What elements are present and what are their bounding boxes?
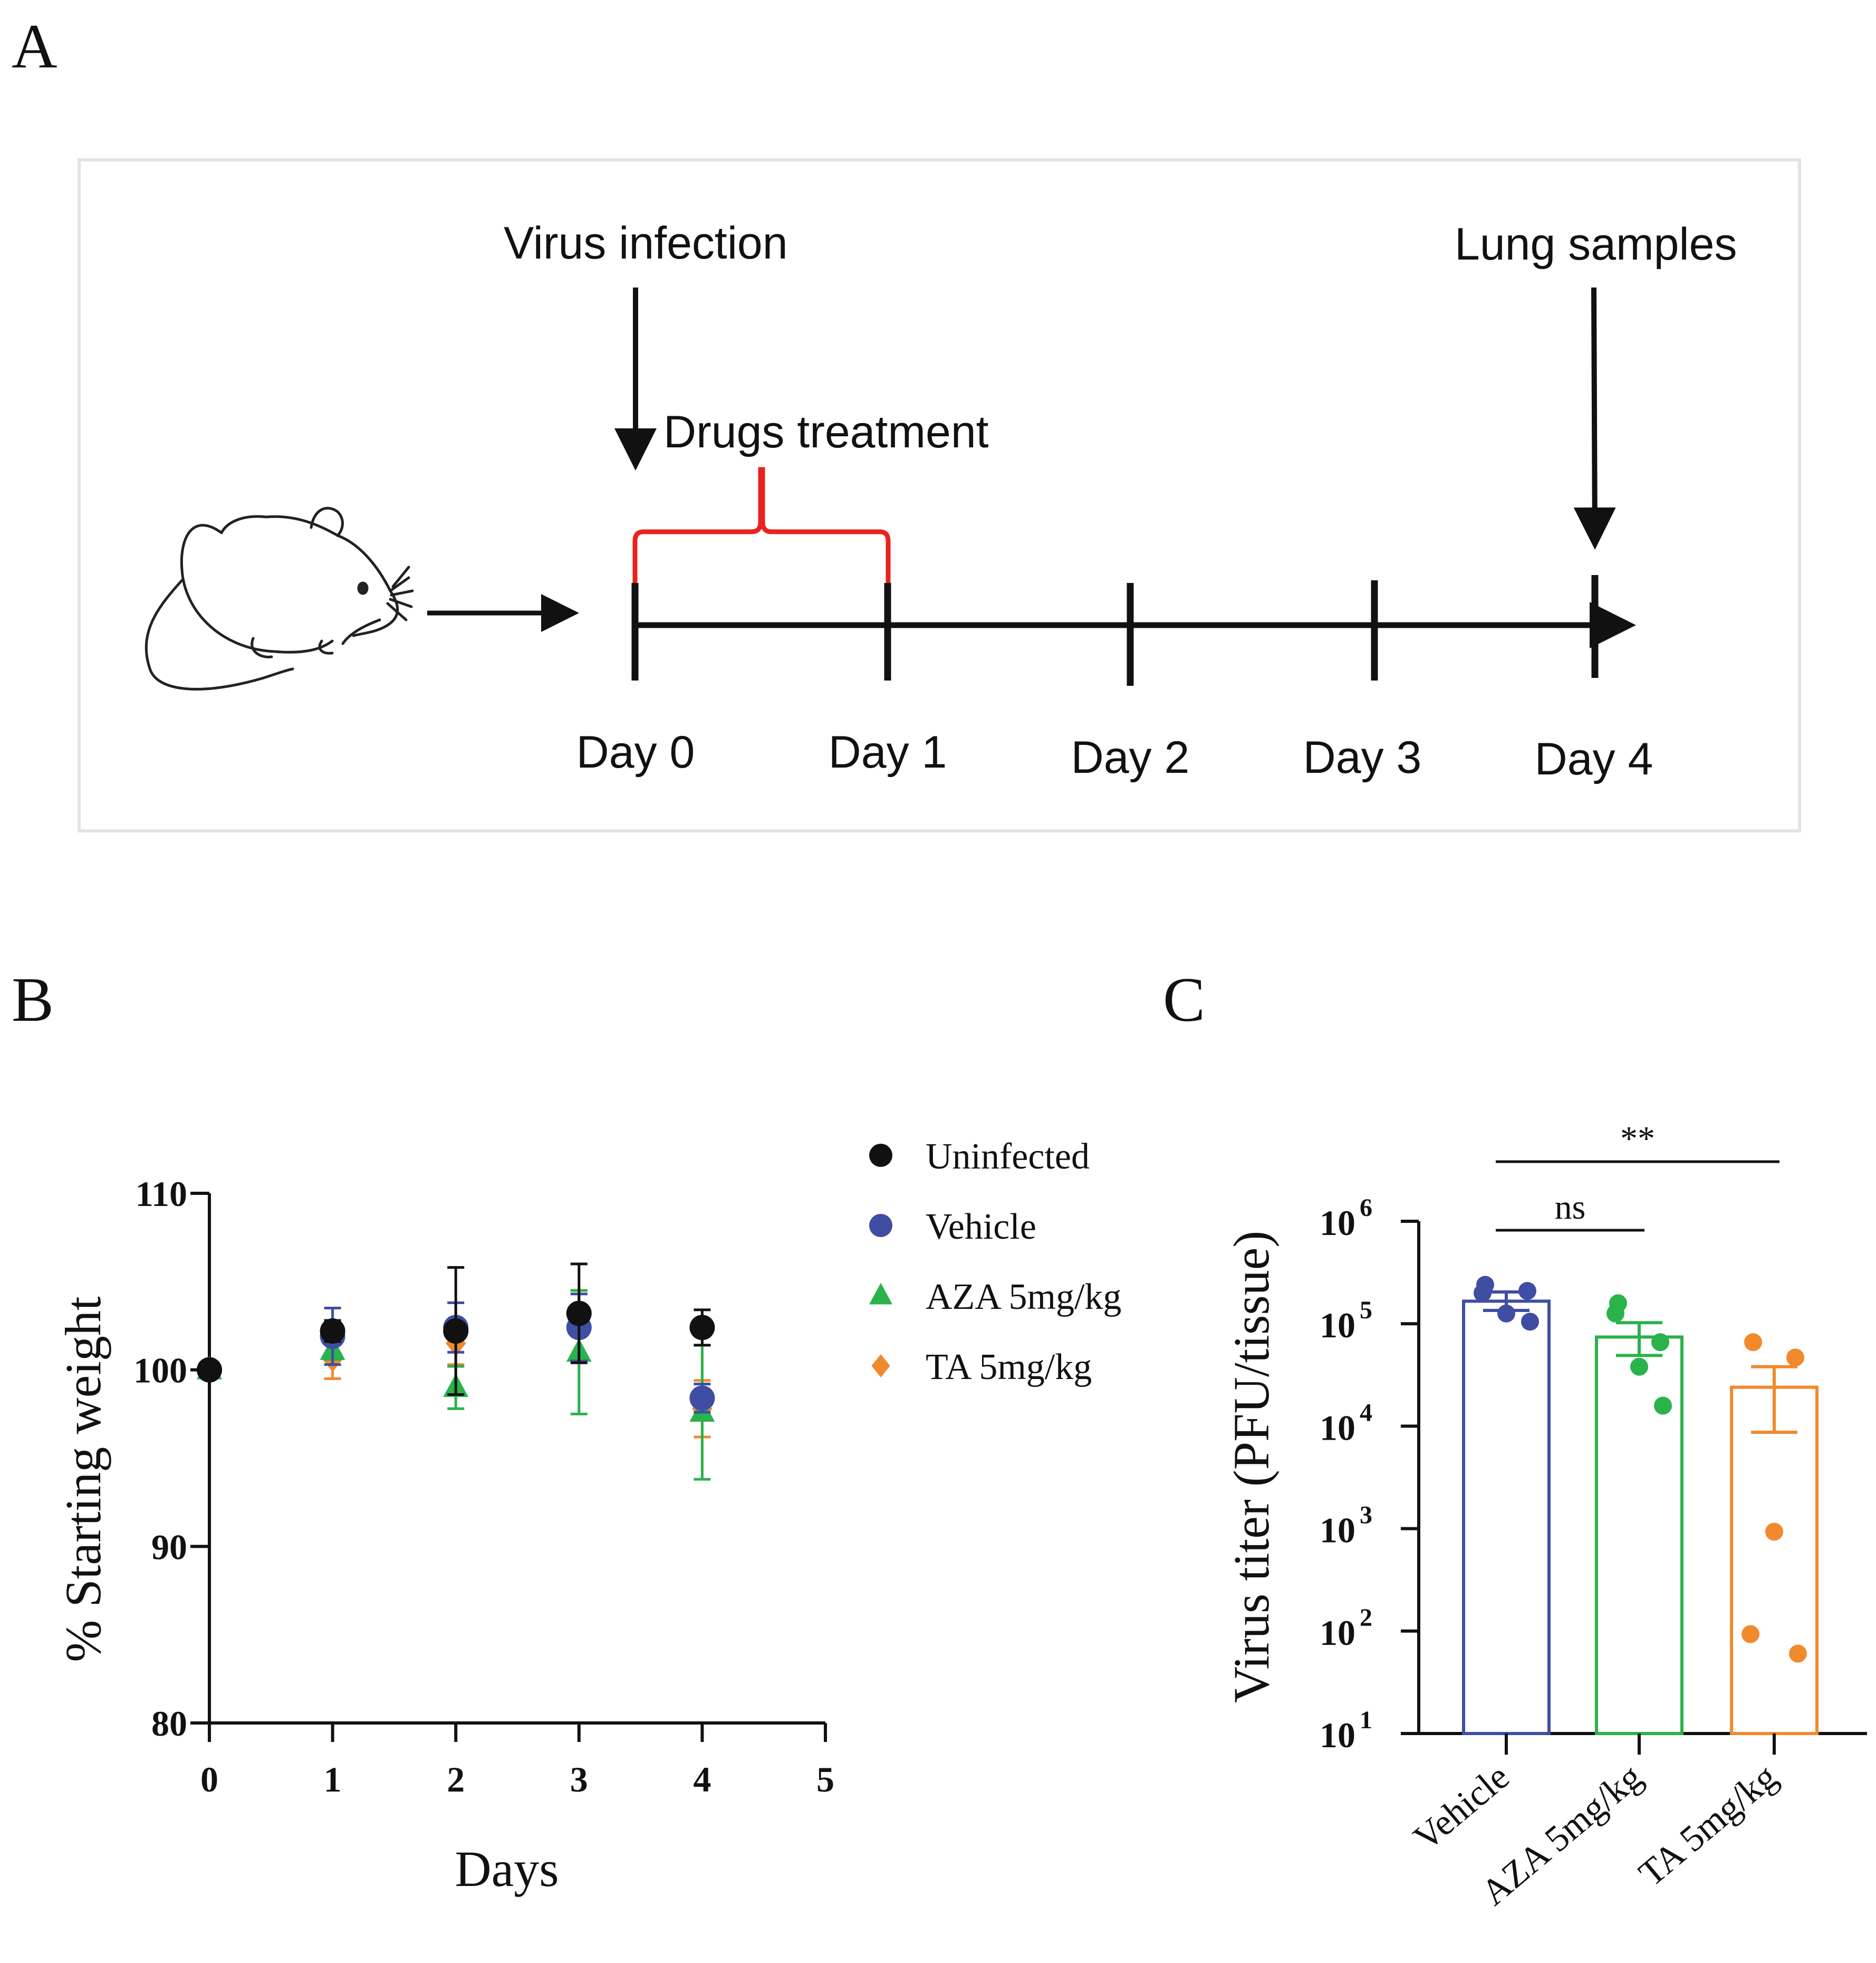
day-label-2: Day 2 xyxy=(1071,732,1190,783)
bar xyxy=(1730,1385,1819,1735)
data-point xyxy=(1654,1396,1672,1415)
data-point xyxy=(1521,1313,1539,1331)
data-point xyxy=(443,1318,469,1344)
legend-marker xyxy=(869,1282,892,1305)
legend-label: AZA 5mg/kg xyxy=(926,1277,1121,1317)
panel-label-b: B xyxy=(12,964,54,1035)
x-tick-label: 2 xyxy=(447,1759,465,1799)
legend-label: TA 5mg/kg xyxy=(926,1347,1092,1387)
y-tick-exponent: 4 xyxy=(1360,1399,1372,1426)
y-tick-exponent: 5 xyxy=(1360,1296,1372,1324)
lung-samples-arrow xyxy=(1573,287,1616,550)
data-point xyxy=(1497,1304,1515,1323)
x-tick-label: 0 xyxy=(200,1759,218,1799)
bar xyxy=(1595,1335,1683,1736)
y-tick-exponent: 3 xyxy=(1360,1501,1372,1529)
timeline-ticks xyxy=(631,575,1599,686)
lung-samples-label: Lung samples xyxy=(1455,219,1737,270)
x-axis-title: Days xyxy=(455,1841,559,1897)
weight-chart: 0 1 2 3 4 5 80 90 100 110 Days % Starting weight Uni… xyxy=(55,1136,1121,1897)
data-point xyxy=(689,1315,715,1340)
day-label-0: Day 0 xyxy=(576,727,695,778)
data-point xyxy=(1742,1625,1759,1643)
panel-label-a: A xyxy=(12,11,57,81)
y-tick-label: 110 xyxy=(136,1174,187,1214)
data-point xyxy=(1744,1333,1762,1352)
data-point xyxy=(1765,1522,1783,1541)
x-tick-label: 4 xyxy=(693,1759,711,1799)
data-point xyxy=(1606,1304,1624,1323)
y-tick-base: 10 xyxy=(1320,1203,1355,1243)
data-point xyxy=(197,1357,222,1383)
legend-label: Uninfected xyxy=(926,1136,1090,1177)
y-tick-exponent: 1 xyxy=(1360,1706,1372,1734)
virus-infection-label: Virus infection xyxy=(504,218,788,269)
significance-label: ns xyxy=(1555,1188,1586,1227)
series-uninfected xyxy=(197,1262,715,1396)
y-tick-base: 10 xyxy=(1320,1305,1355,1345)
timeline-frame xyxy=(78,158,1801,832)
x-tick-label: 5 xyxy=(816,1759,834,1799)
y-tick-label: 80 xyxy=(151,1703,187,1744)
y-axis-title: % Starting weight xyxy=(55,1296,111,1662)
data-point xyxy=(320,1318,345,1344)
y-tick-label: 100 xyxy=(133,1351,187,1391)
data-point xyxy=(1651,1333,1669,1352)
day-label-4: Day 4 xyxy=(1535,734,1653,784)
data-point xyxy=(566,1300,592,1326)
y-tick-base: 10 xyxy=(1320,1407,1355,1448)
mouse-illustration xyxy=(145,506,414,691)
significance-label: ** xyxy=(1620,1119,1655,1158)
legend-marker xyxy=(869,1214,892,1237)
y-axis-title: Virus titer (PFU/tissue) xyxy=(1223,1231,1279,1703)
data-point xyxy=(1789,1644,1807,1663)
y-tick-label: 90 xyxy=(151,1527,187,1567)
legend-marker xyxy=(869,1144,892,1167)
x-tick-label: Vehicle xyxy=(1406,1756,1517,1859)
treatment-bracket xyxy=(632,467,891,583)
y-tick-base: 10 xyxy=(1320,1510,1355,1550)
legend-label: Vehicle xyxy=(926,1206,1036,1247)
data-point xyxy=(1518,1282,1536,1300)
day-label-3: Day 3 xyxy=(1303,732,1422,783)
legend-marker xyxy=(871,1354,890,1377)
drugs-treatment-label: Drugs treatment xyxy=(663,407,989,457)
y-tick-base: 10 xyxy=(1320,1613,1355,1653)
day-label-1: Day 1 xyxy=(829,727,947,778)
x-tick-label: 3 xyxy=(570,1759,588,1799)
panel-label-c: C xyxy=(1163,964,1205,1035)
y-tick-exponent: 2 xyxy=(1360,1604,1372,1632)
x-tick-label: TA 5mg/kg xyxy=(1631,1756,1785,1894)
y-tick-exponent: 6 xyxy=(1360,1194,1372,1222)
y-tick-base: 10 xyxy=(1320,1715,1355,1755)
data-point xyxy=(1474,1284,1492,1302)
bar xyxy=(1462,1299,1551,1736)
x-tick-label: 1 xyxy=(324,1759,342,1799)
data-point xyxy=(689,1385,715,1411)
data-point xyxy=(1786,1348,1804,1367)
data-point xyxy=(1630,1357,1648,1376)
